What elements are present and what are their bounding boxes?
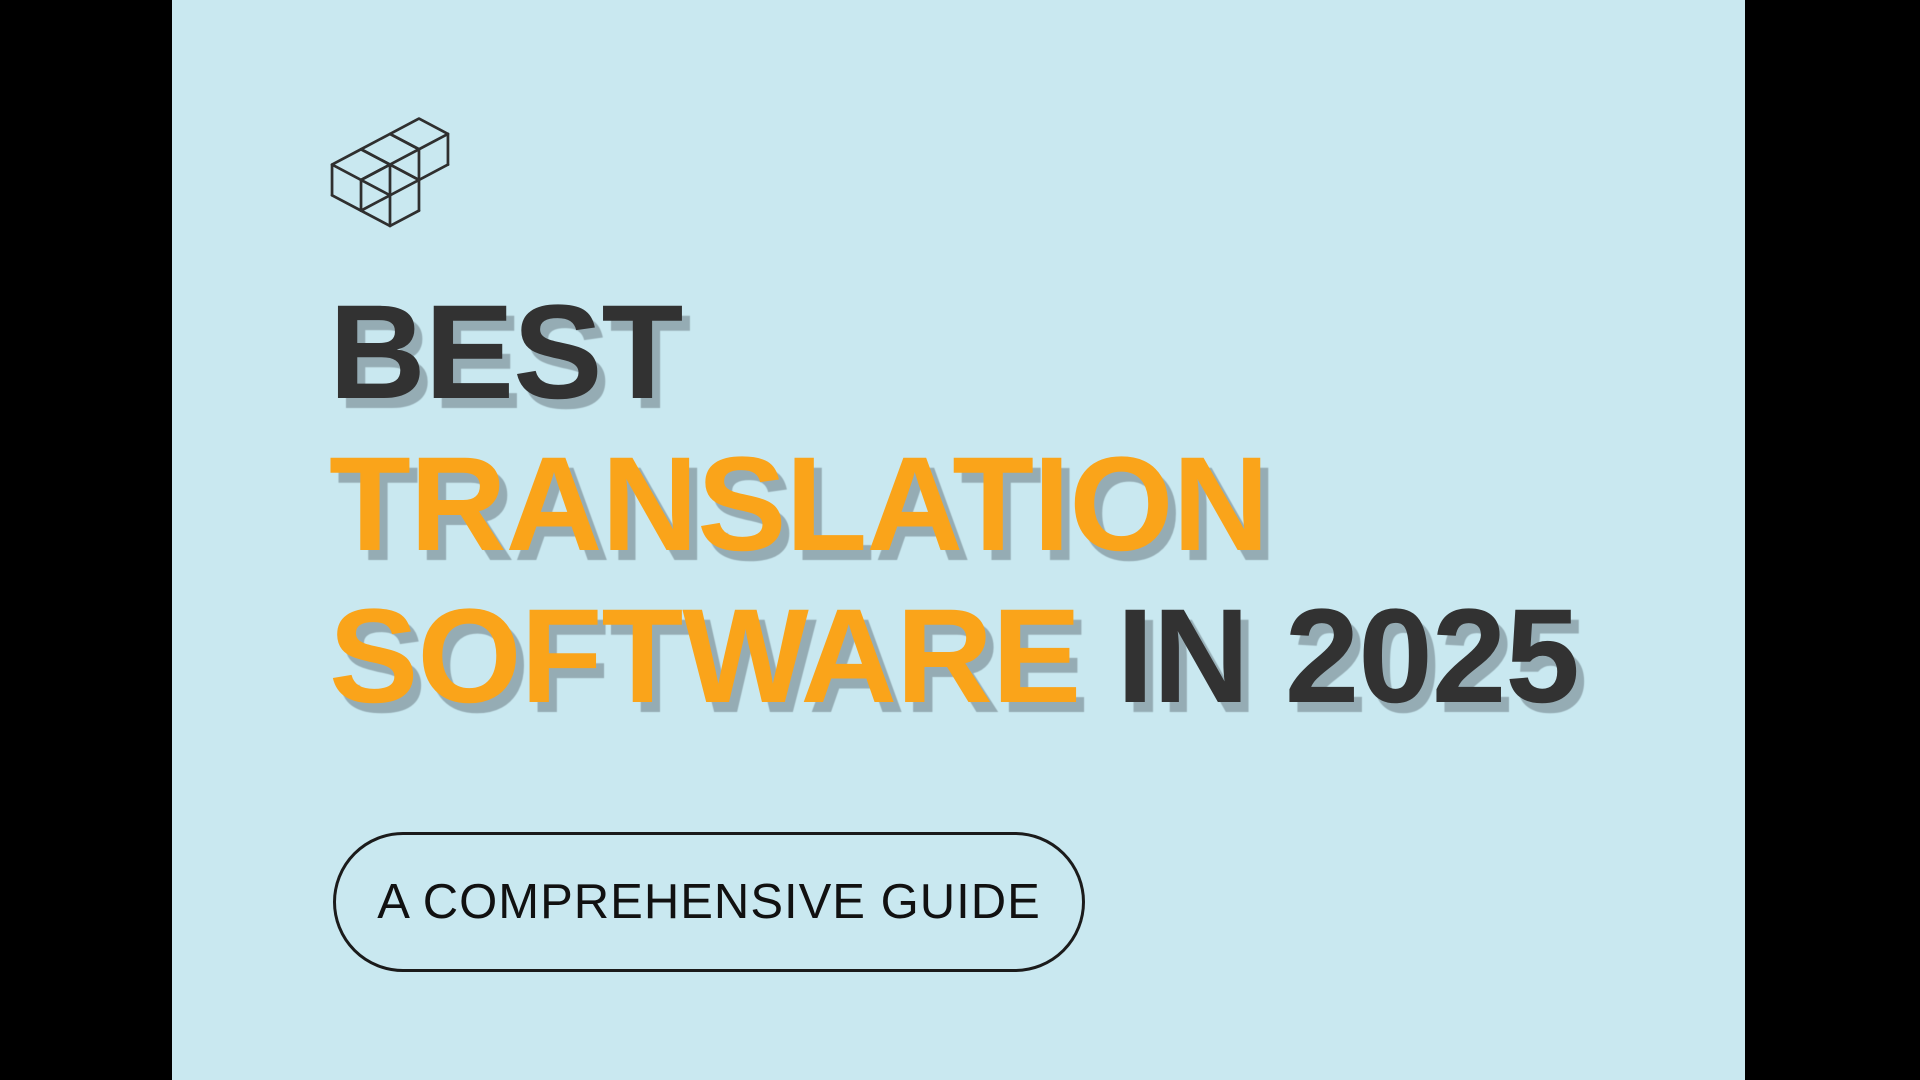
isometric-cubes-logo bbox=[330, 106, 450, 230]
headline-word-in-2025: IN 2025 bbox=[1080, 582, 1580, 731]
headline-word-best: BEST bbox=[329, 278, 683, 427]
cubes-wireframe bbox=[330, 117, 450, 228]
badge-label: A COMPREHENSIVE GUIDE bbox=[377, 875, 1041, 929]
headline-line-3: SOFTWARE IN 2025 bbox=[329, 581, 1580, 733]
comprehensive-guide-badge: A COMPREHENSIVE GUIDE bbox=[333, 832, 1085, 972]
background-panel: BEST TRANSLATION SOFTWARE IN 2025 A COMP… bbox=[172, 0, 1745, 1080]
headline-word-translation: TRANSLATION bbox=[329, 430, 1269, 579]
headline-line-1: BEST bbox=[329, 277, 1579, 429]
headline: BEST TRANSLATION SOFTWARE IN 2025 bbox=[329, 277, 1580, 733]
headline-word-software: SOFTWARE bbox=[329, 582, 1081, 731]
headline-line-2: TRANSLATION bbox=[329, 429, 1579, 581]
